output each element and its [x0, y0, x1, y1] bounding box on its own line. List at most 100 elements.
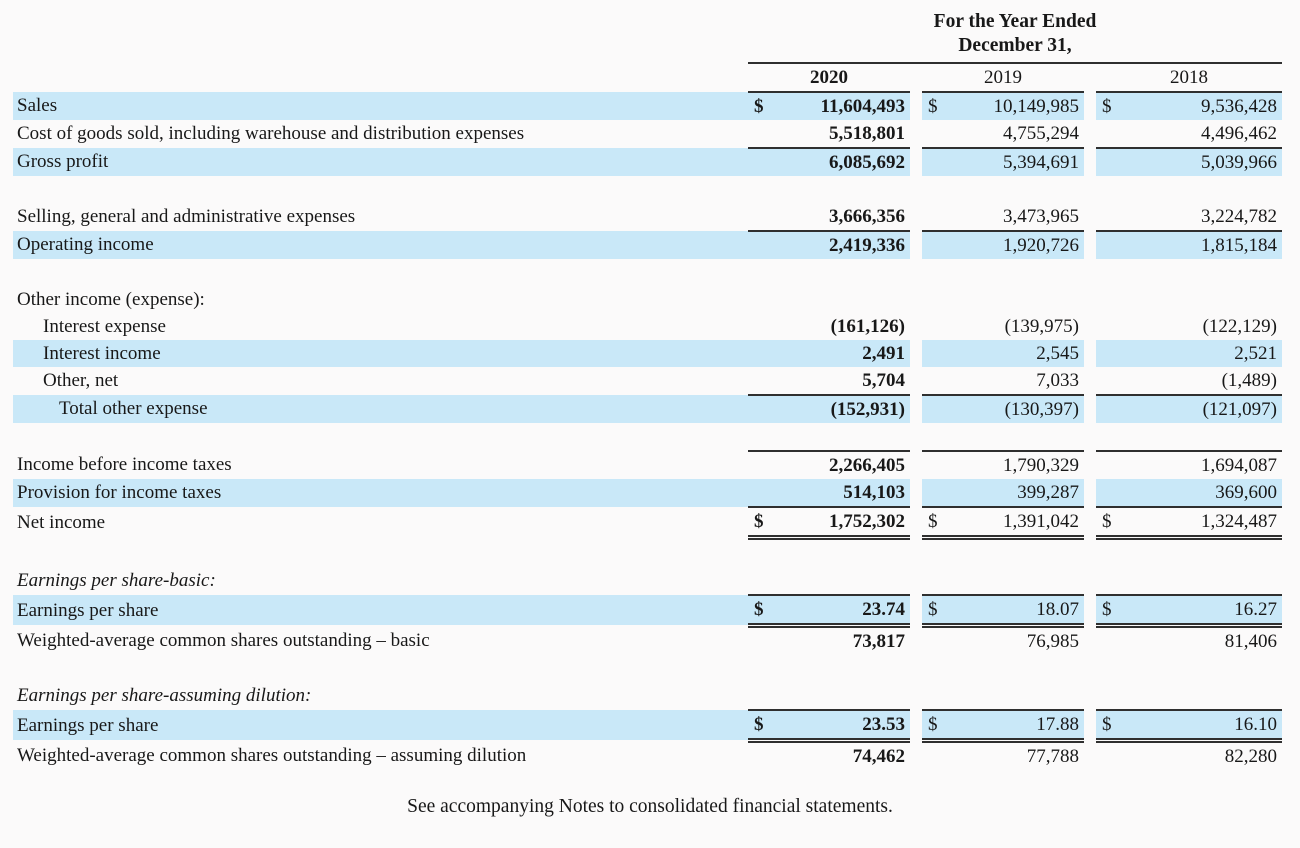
value-2018: 81,406	[1224, 630, 1277, 652]
row-label: Net income	[17, 511, 106, 533]
section-label: Other income (expense):	[17, 288, 205, 310]
dollar-sign: $	[1096, 708, 1122, 743]
period-title-line1: For the Year Ended	[933, 11, 1097, 32]
dollar-sign: $	[748, 708, 774, 743]
row-operating-income: Operating income 2,419,336 1,920,726 1,8…	[13, 230, 1282, 259]
value-2019: 18.07	[948, 593, 1084, 628]
value-2018: 1,324,487	[1122, 506, 1282, 540]
row-label: Sales	[13, 91, 748, 120]
period-title: For the Year Ended December 31,	[748, 8, 1282, 64]
row-label: Weighted-average common shares outstandi…	[17, 629, 430, 651]
dollar-sign: $	[748, 91, 774, 120]
value-2018: 1,815,184	[1122, 230, 1282, 259]
row-label: Gross profit	[13, 147, 748, 176]
value-2019: 76,985	[1026, 630, 1079, 652]
spacer-row	[13, 537, 1282, 567]
value-2020: 23.53	[774, 708, 910, 743]
row-label: Income before income taxes	[17, 454, 232, 476]
value-2020: 5,518,801	[774, 119, 910, 149]
value-2020: 2,419,336	[774, 230, 910, 259]
header-spacer	[13, 8, 748, 63]
dollar-sign: $	[922, 708, 948, 743]
row-eps-diluted-header: Earnings per share-assuming dilution:	[13, 682, 1282, 710]
row-label: Operating income	[13, 230, 748, 259]
row-weighted-average-shares-diluted: Weighted-average common shares outstandi…	[13, 740, 1282, 770]
year-2018-header: 2018	[1096, 62, 1282, 93]
value-2019: 399,287	[948, 478, 1084, 508]
value-2020: 11,604,493	[774, 91, 910, 120]
row-other-income-expense-header: Other income (expense):	[13, 286, 1282, 313]
value-2019: 2,545	[948, 339, 1084, 367]
dollar-sign: $	[748, 506, 774, 540]
row-total-other-expense: Total other expense (152,931) (130,397) …	[13, 394, 1282, 423]
row-income-before-income-taxes: Income before income taxes 2,266,405 1,7…	[13, 451, 1282, 479]
row-other-net: Other, net 5,704 7,033 (1,489)	[13, 366, 1282, 396]
value-2018: 2,521	[1122, 339, 1282, 367]
value-2020: 5,704	[774, 366, 910, 396]
row-label: Earnings per share	[13, 709, 748, 741]
dollar-sign: $	[922, 593, 948, 628]
value-2019: 77,788	[1026, 745, 1079, 767]
value-2018: 16.10	[1122, 708, 1282, 743]
spacer-row	[13, 655, 1282, 682]
value-2019: (139,975)	[1004, 315, 1079, 337]
value-2018: 16.27	[1122, 593, 1282, 628]
value-2019: 5,394,691	[948, 147, 1084, 176]
value-2018: (1,489)	[1122, 366, 1282, 396]
spacer-row	[13, 259, 1282, 286]
value-2020: 74,462	[852, 745, 905, 767]
value-2019: 3,473,965	[948, 202, 1084, 232]
row-gross-profit: Gross profit 6,085,692 5,394,691 5,039,9…	[13, 147, 1282, 176]
period-header-row: For the Year Ended December 31,	[13, 8, 1282, 64]
year-2019-header: 2019	[922, 62, 1084, 93]
row-eps-basic: Earnings per share $ 23.74 $ 18.07 $ 16.…	[13, 593, 1282, 628]
value-2019: 7,033	[948, 366, 1084, 396]
row-label: Other, net	[43, 370, 119, 392]
value-2018: 4,496,462	[1122, 119, 1282, 149]
row-label: Provision for income taxes	[13, 478, 748, 507]
spacer-row	[13, 176, 1282, 203]
dollar-sign: $	[922, 91, 948, 120]
value-2018: 3,224,782	[1122, 202, 1282, 232]
row-net-income: Net income $ 1,752,302 $ 1,391,042 $ 1,3…	[13, 506, 1282, 540]
dollar-sign: $	[1096, 506, 1122, 540]
row-eps-diluted: Earnings per share $ 23.53 $ 17.88 $ 16.…	[13, 708, 1282, 743]
value-2020: 1,752,302	[774, 506, 910, 540]
row-provision-for-income-taxes: Provision for income taxes 514,103 399,2…	[13, 478, 1282, 508]
income-statement-table: For the Year Ended December 31, 2020 201…	[13, 8, 1282, 770]
row-label: Selling, general and administrative expe…	[17, 206, 356, 228]
dollar-sign: $	[922, 506, 948, 540]
row-label: Interest income	[13, 339, 748, 367]
dollar-sign: $	[748, 593, 774, 628]
period-title-line2: December 31,	[958, 35, 1072, 57]
dollar-sign: $	[1096, 593, 1122, 628]
year-2020-header: 2020	[748, 62, 910, 93]
value-2020: 73,817	[852, 630, 905, 652]
row-label: Weighted-average common shares outstandi…	[17, 744, 527, 766]
section-label: Earnings per share-basic:	[17, 570, 216, 592]
footer-note: See accompanying Notes to consolidated f…	[407, 795, 893, 817]
section-label: Earnings per share-assuming dilution:	[17, 685, 312, 707]
value-2019: 10,149,985	[948, 91, 1084, 120]
value-2020: 23.74	[774, 593, 910, 628]
row-interest-income: Interest income 2,491 2,545 2,521	[13, 339, 1282, 367]
row-sales: Sales $ 11,604,493 $ 10,149,985 $ 9,536,…	[13, 91, 1282, 120]
value-2020: (161,126)	[830, 315, 905, 337]
value-2019: 1,920,726	[948, 230, 1084, 259]
value-2020: (152,931)	[774, 394, 910, 423]
value-2019: 1,790,329	[1003, 454, 1079, 476]
value-2020: 2,266,405	[829, 454, 905, 476]
row-sga-expenses: Selling, general and administrative expe…	[13, 202, 1282, 232]
row-interest-expense: Interest expense (161,126) (139,975) (12…	[13, 313, 1282, 340]
value-2018: 369,600	[1122, 478, 1282, 508]
value-2019: 1,391,042	[948, 506, 1084, 540]
value-2020: 3,666,356	[774, 202, 910, 232]
rule-row	[13, 422, 1282, 452]
value-2019: 17.88	[948, 708, 1084, 743]
value-2020: 514,103	[774, 478, 910, 508]
value-2018: (122,129)	[1202, 315, 1277, 337]
value-2018: (121,097)	[1122, 394, 1282, 423]
row-eps-basic-header: Earnings per share-basic:	[13, 567, 1282, 595]
value-2019: (130,397)	[948, 394, 1084, 423]
row-cost-of-goods-sold: Cost of goods sold, including warehouse …	[13, 119, 1282, 149]
